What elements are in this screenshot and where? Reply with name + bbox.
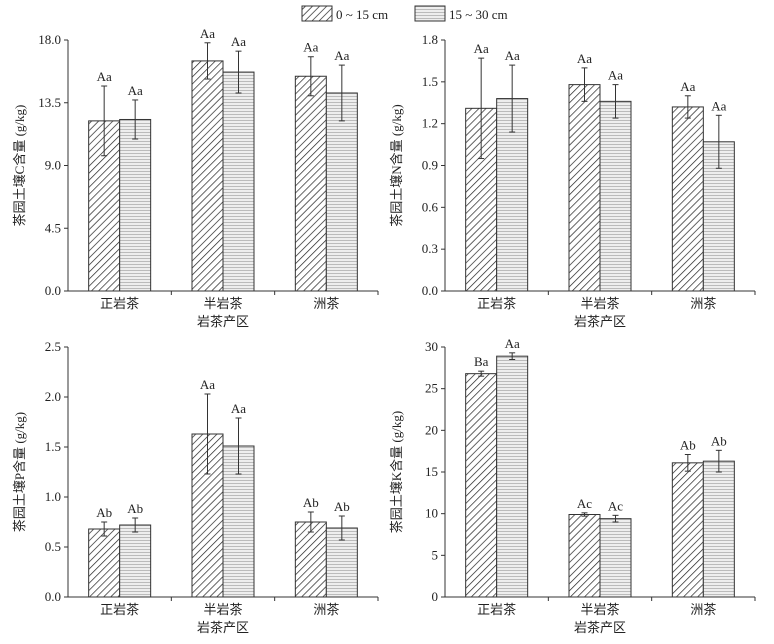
bar-15-30 (325, 527, 358, 598)
significance-label: Aa (200, 377, 215, 392)
significance-label: Aa (334, 48, 349, 63)
bar-15-30 (119, 118, 152, 292)
y-tick-label: 10 (425, 506, 438, 521)
legend-swatch-0-15 (301, 5, 333, 22)
significance-label: Aa (505, 48, 520, 63)
x-tick-label: 半岩茶 (203, 296, 242, 311)
x-axis-title: 岩茶产区 (197, 314, 249, 329)
significance-label: Aa (474, 41, 489, 56)
significance-label: Aa (97, 69, 112, 84)
significance-label: Aa (577, 51, 592, 66)
significance-label: Ac (577, 496, 592, 511)
bar-15-30 (496, 355, 529, 598)
y-tick-label: 1.0 (45, 489, 61, 504)
legend-label-15-30: 15 ~ 30 cm (449, 7, 508, 22)
significance-label: Ab (96, 505, 112, 520)
bar-0-15 (465, 373, 498, 598)
y-tick-label: 0.6 (422, 199, 439, 214)
y-tick-label: 1.8 (422, 32, 438, 47)
y-axis-title: 茶园土壤P含量 (g/kg) (12, 412, 27, 532)
x-tick-label: 洲茶 (690, 602, 716, 617)
bar-0-15 (294, 75, 327, 292)
significance-label: Ab (303, 495, 319, 510)
bar-15-30 (222, 71, 255, 292)
y-tick-label: 30 (425, 339, 438, 354)
y-tick-label: 0.9 (422, 158, 438, 173)
legend: 0 ~ 15 cm 15 ~ 30 cm (301, 5, 508, 22)
y-tick-label: 25 (425, 381, 438, 396)
significance-label: Ba (474, 354, 489, 369)
significance-label: Aa (231, 34, 246, 49)
y-axis-title: 茶园土壤K含量 (g/kg) (389, 411, 404, 533)
significance-label: Aa (608, 68, 623, 83)
bar-0-15 (568, 84, 601, 292)
y-tick-label: 0.0 (422, 283, 438, 298)
y-tick-label: 5 (432, 547, 439, 562)
x-tick-label: 洲茶 (313, 296, 339, 311)
significance-label: Aa (200, 26, 215, 41)
y-tick-label: 2.0 (45, 389, 61, 404)
panel-2: 0.0 0.5 1.0 1.5 2.0 2.5 正岩茶 Ab Ab 半岩茶 Aa Aa 洲茶 Ab Ab 岩茶… (12, 339, 379, 635)
x-tick-label: 正岩茶 (100, 296, 139, 311)
bar-15-30 (599, 518, 632, 598)
panel-3: 0 5 10 15 20 25 30 正岩茶 Ba Aa 半岩茶 Ac Ac 洲茶 Ab Ab 岩茶产区 茶园土壤… (389, 336, 756, 635)
legend-swatch-15-30 (414, 5, 446, 22)
bar-0-15 (191, 60, 224, 292)
y-tick-label: 0.3 (422, 241, 438, 256)
y-tick-label: 4.5 (45, 220, 61, 235)
y-tick-label: 0.0 (45, 283, 61, 298)
bar-0-15 (294, 521, 327, 598)
significance-label: Aa (711, 98, 726, 113)
x-tick-label: 正岩茶 (477, 602, 516, 617)
x-axis-title: 岩茶产区 (574, 314, 626, 329)
x-tick-label: 半岩茶 (580, 296, 619, 311)
panel-0: 0.0 4.5 9.0 13.5 18.0 正岩茶 Aa Aa 半岩茶 Aa Aa 洲茶 Aa Aa 岩茶产… (12, 26, 379, 329)
significance-label: Ac (608, 498, 623, 513)
y-tick-label: 1.2 (422, 116, 438, 131)
significance-label: Aa (231, 401, 246, 416)
significance-label: Ab (680, 438, 696, 453)
y-tick-label: 0.0 (45, 589, 61, 604)
y-tick-label: 13.5 (38, 95, 61, 110)
x-tick-label: 正岩茶 (100, 602, 139, 617)
bar-15-30 (702, 460, 735, 598)
x-axis-title: 岩茶产区 (574, 620, 626, 635)
bar-0-15 (671, 106, 704, 292)
significance-label: Aa (303, 40, 318, 55)
significance-label: Ab (127, 501, 143, 516)
x-tick-label: 半岩茶 (580, 602, 619, 617)
y-axis-title: 茶园土壤C含量 (g/kg) (12, 105, 27, 227)
y-tick-label: 18.0 (38, 32, 61, 47)
y-tick-label: 2.5 (45, 339, 61, 354)
bar-15-30 (325, 92, 358, 292)
significance-label: Ab (334, 499, 350, 514)
bar-0-15 (671, 462, 704, 598)
y-tick-label: 1.5 (422, 74, 438, 89)
y-tick-label: 9.0 (45, 158, 61, 173)
y-tick-label: 1.5 (45, 439, 61, 454)
panel-1: 0.0 0.3 0.6 0.9 1.2 1.5 1.8 正岩茶 Aa Aa 半岩茶 Aa Aa 洲茶 Aa A… (389, 32, 756, 329)
significance-label: Aa (505, 336, 520, 351)
y-tick-label: 0.5 (45, 539, 61, 554)
bar-0-15 (568, 514, 601, 598)
x-tick-label: 洲茶 (313, 602, 339, 617)
x-tick-label: 洲茶 (690, 296, 716, 311)
x-tick-label: 半岩茶 (203, 602, 242, 617)
significance-label: Ab (711, 433, 727, 448)
y-axis-title: 茶园土壤N含量 (g/kg) (389, 104, 404, 226)
bar-0-15 (88, 528, 121, 598)
legend-label-0-15: 0 ~ 15 cm (336, 7, 388, 22)
y-tick-label: 0 (432, 589, 439, 604)
x-axis-title: 岩茶产区 (197, 620, 249, 635)
y-tick-label: 15 (425, 464, 438, 479)
significance-label: Aa (680, 79, 695, 94)
x-tick-label: 正岩茶 (477, 296, 516, 311)
y-tick-label: 20 (425, 422, 438, 437)
bar-15-30 (119, 524, 152, 598)
bar-15-30 (599, 100, 632, 292)
significance-label: Aa (128, 83, 143, 98)
